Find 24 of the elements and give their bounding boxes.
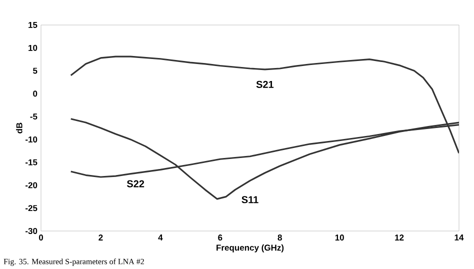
y-tick-label: -10 [26, 136, 38, 142]
x-tick-label: 8 [278, 234, 282, 241]
y-tick-label: -30 [26, 228, 38, 234]
x-tick-label: 14 [454, 234, 464, 240]
y-tick-label: -15 [26, 159, 38, 166]
x-tick-label: 2 [98, 234, 103, 240]
x-tick-label: 0 [38, 234, 44, 241]
y-axis-title: dB [16, 122, 22, 134]
x-axis-title: Frequency (GHz) [216, 244, 284, 252]
y-tick-label: 0 [33, 90, 38, 97]
x-tick-label: 12 [395, 234, 404, 240]
series-label: S22 [126, 180, 144, 188]
y-tick-label: -5 [30, 114, 38, 120]
y-tick-label: 10 [28, 44, 38, 51]
y-tick-label: -20 [26, 182, 38, 188]
caption: Fig. 35. Measured S-parameters of LNA #2 [4, 258, 144, 266]
x-tick-label: 10 [335, 234, 344, 241]
y-tick-label: 5 [33, 68, 38, 74]
series-label: S21 [256, 80, 274, 88]
x-tick-label: 6 [218, 234, 222, 241]
y-tick-label: 15 [28, 22, 38, 28]
y-tick-label: -25 [26, 205, 38, 212]
series-label: S11 [242, 196, 258, 204]
x-tick-label: 4 [158, 234, 163, 240]
